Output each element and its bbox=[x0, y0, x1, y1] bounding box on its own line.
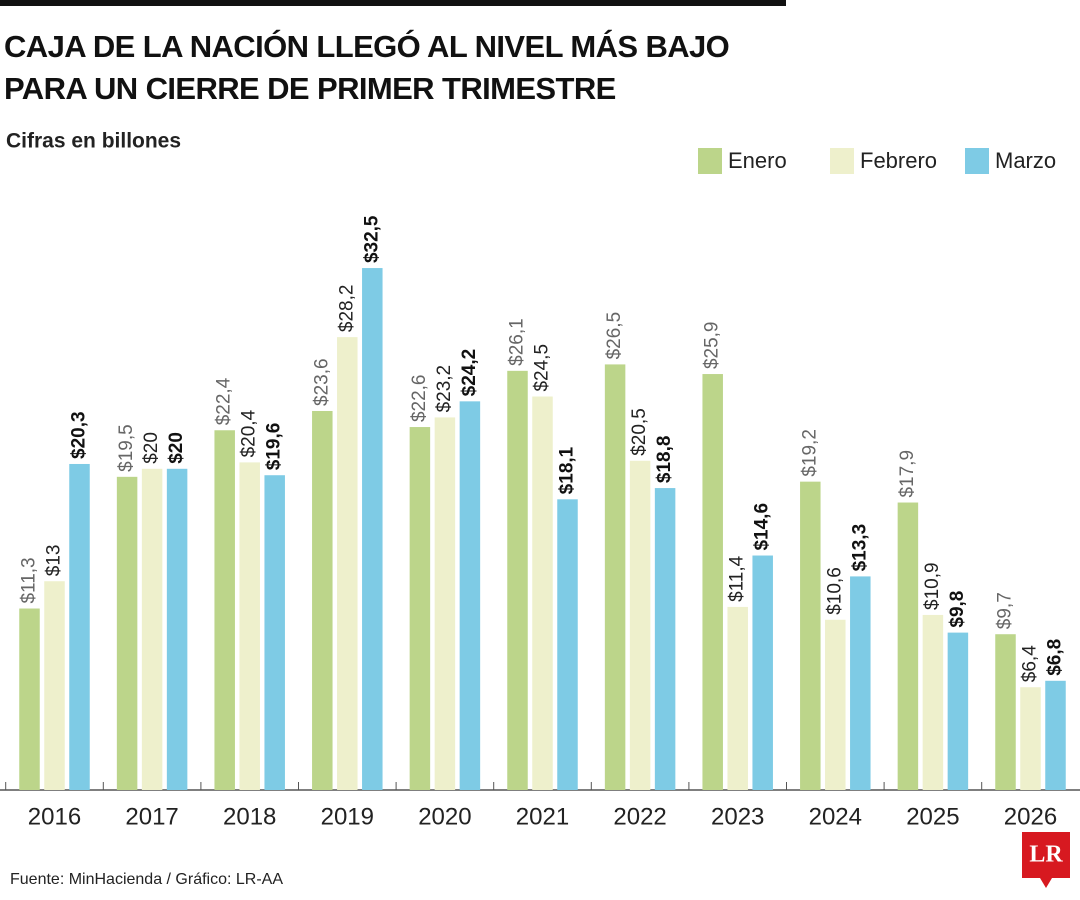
logo-box bbox=[1022, 832, 1070, 878]
value-label: $19,5 bbox=[116, 424, 137, 472]
value-label: $32,5 bbox=[361, 215, 382, 263]
value-label: $18,1 bbox=[557, 446, 578, 494]
value-label: $13,3 bbox=[849, 524, 870, 572]
bar bbox=[752, 555, 773, 790]
bar bbox=[532, 396, 553, 790]
bar bbox=[727, 606, 748, 790]
value-label: $10,9 bbox=[922, 562, 943, 610]
value-label: $11,4 bbox=[727, 555, 748, 602]
value-label: $18,8 bbox=[654, 436, 675, 484]
value-label: $26,5 bbox=[604, 312, 625, 360]
bar bbox=[557, 499, 578, 790]
bar bbox=[434, 417, 456, 790]
value-label: $19,2 bbox=[799, 429, 820, 477]
value-label: $10,6 bbox=[824, 567, 845, 615]
value-label: $24,5 bbox=[532, 344, 553, 392]
x-tick-label: 2026 bbox=[1004, 803, 1057, 830]
x-tick-label: 2022 bbox=[613, 803, 666, 830]
bar bbox=[507, 370, 528, 790]
legend-swatch bbox=[965, 148, 989, 174]
bar bbox=[166, 468, 188, 790]
bar bbox=[214, 430, 235, 790]
bar bbox=[362, 268, 383, 790]
bar bbox=[629, 460, 651, 790]
top-rule bbox=[0, 0, 786, 6]
x-tick-label: 2024 bbox=[809, 803, 862, 830]
x-tick-label: 2020 bbox=[418, 803, 471, 830]
value-label: $9,7 bbox=[995, 592, 1016, 629]
bar bbox=[702, 374, 723, 790]
value-label: $23,2 bbox=[434, 365, 455, 413]
value-label: $19,6 bbox=[264, 423, 285, 471]
value-label: $6,4 bbox=[1020, 645, 1041, 682]
legend-label: Enero bbox=[728, 148, 787, 173]
value-label: $26,1 bbox=[507, 318, 528, 366]
bar bbox=[995, 634, 1016, 790]
bar bbox=[337, 337, 358, 790]
legend-label: Febrero bbox=[860, 148, 937, 173]
bar bbox=[1045, 680, 1066, 790]
value-label: $20,3 bbox=[69, 411, 90, 459]
value-label: $28,2 bbox=[336, 285, 357, 333]
bar bbox=[312, 410, 333, 790]
bar bbox=[604, 364, 626, 790]
value-label: $20 bbox=[141, 432, 162, 464]
bar bbox=[922, 614, 944, 790]
value-label: $22,4 bbox=[214, 377, 235, 425]
legend-label: Marzo bbox=[995, 148, 1056, 173]
bar bbox=[850, 576, 871, 790]
legend-swatch bbox=[830, 148, 854, 174]
bar bbox=[141, 468, 163, 790]
value-label: $20 bbox=[166, 432, 187, 464]
bar bbox=[239, 462, 260, 790]
bar bbox=[947, 632, 969, 790]
bar bbox=[409, 427, 431, 790]
bar bbox=[264, 475, 285, 790]
legend-swatch bbox=[698, 148, 722, 174]
logo: LR bbox=[1029, 842, 1063, 868]
value-label: $20,5 bbox=[629, 408, 650, 456]
x-tick-label: 2017 bbox=[125, 803, 178, 830]
x-tick-label: 2021 bbox=[516, 803, 569, 830]
x-tick-label: 2016 bbox=[28, 803, 81, 830]
value-label: $13 bbox=[44, 545, 65, 577]
value-label: $20,4 bbox=[239, 409, 260, 457]
x-tick-label: 2019 bbox=[321, 803, 374, 830]
bar bbox=[459, 401, 481, 790]
value-label: $6,8 bbox=[1045, 639, 1066, 676]
bar bbox=[116, 476, 138, 790]
bar bbox=[825, 619, 846, 790]
bar bbox=[897, 502, 919, 790]
bar bbox=[654, 488, 676, 790]
value-label: $25,9 bbox=[702, 321, 723, 369]
value-label: $9,8 bbox=[947, 591, 968, 628]
bar bbox=[19, 608, 40, 790]
value-label: $14,6 bbox=[752, 503, 773, 551]
value-label: $24,2 bbox=[459, 349, 480, 397]
logo-tail bbox=[1040, 878, 1052, 888]
chart-title: CAJA DE LA NACIÓN LLEGÓ AL NIVEL MÁS BAJ… bbox=[4, 29, 730, 106]
bar bbox=[44, 581, 65, 790]
x-tick-label: 2018 bbox=[223, 803, 276, 830]
value-label: $22,6 bbox=[409, 374, 430, 422]
subtitle: Cifras en billones bbox=[6, 130, 181, 153]
bar bbox=[1020, 687, 1041, 790]
value-label: $23,6 bbox=[311, 358, 332, 406]
value-label: $11,3 bbox=[19, 557, 40, 603]
bar bbox=[69, 463, 90, 790]
x-tick-label: 2023 bbox=[711, 803, 764, 830]
x-tick-label: 2025 bbox=[906, 803, 959, 830]
value-label: $17,9 bbox=[897, 450, 918, 498]
source: Fuente: MinHacienda / Gráfico: LR-AA bbox=[10, 871, 283, 888]
bar bbox=[800, 481, 821, 790]
